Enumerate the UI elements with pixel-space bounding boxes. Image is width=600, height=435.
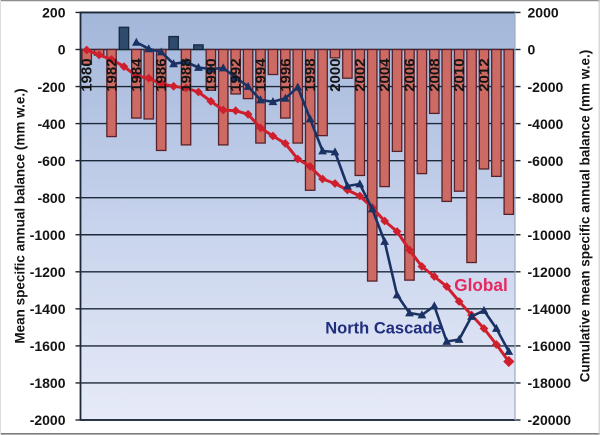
svg-text:1994: 1994 (253, 58, 270, 92)
svg-text:1982: 1982 (104, 58, 121, 91)
svg-text:0: 0 (58, 42, 66, 58)
svg-text:-6000: -6000 (528, 153, 564, 169)
svg-text:-18000: -18000 (528, 375, 572, 391)
svg-text:-1400: -1400 (30, 301, 66, 317)
svg-text:-2000: -2000 (528, 79, 564, 95)
svg-text:-200: -200 (37, 79, 65, 95)
svg-text:-400: -400 (37, 116, 65, 132)
svg-text:1984: 1984 (128, 58, 145, 92)
svg-text:-2000: -2000 (30, 412, 66, 428)
svg-text:-1800: -1800 (30, 375, 66, 391)
svg-text:2000: 2000 (528, 5, 559, 21)
svg-text:Cumulative mean specific annua: Cumulative mean specific annual balance … (578, 50, 593, 383)
svg-text:2000: 2000 (327, 58, 344, 91)
svg-text:-1000: -1000 (30, 227, 66, 243)
svg-text:200: 200 (42, 5, 66, 21)
svg-text:1998: 1998 (302, 58, 319, 91)
svg-text:2002: 2002 (352, 58, 369, 91)
svg-text:-4000: -4000 (528, 116, 564, 132)
svg-text:2008: 2008 (426, 58, 443, 91)
svg-text:Mean specific annual balance (: Mean specific annual balance (mm w.e.) (13, 88, 28, 343)
svg-text:1990: 1990 (203, 58, 220, 91)
svg-text:-1600: -1600 (30, 338, 66, 354)
svg-text:-14000: -14000 (528, 301, 572, 317)
svg-text:-8000: -8000 (528, 190, 564, 206)
svg-text:-800: -800 (37, 190, 65, 206)
svg-text:2004: 2004 (377, 58, 394, 92)
svg-text:1992: 1992 (228, 58, 245, 91)
svg-text:-20000: -20000 (528, 412, 572, 428)
svg-text:-10000: -10000 (528, 227, 572, 243)
svg-text:-16000: -16000 (528, 338, 572, 354)
svg-text:1986: 1986 (153, 58, 170, 91)
svg-text:2006: 2006 (401, 58, 418, 91)
svg-text:1980: 1980 (79, 58, 96, 91)
svg-text:2010: 2010 (451, 58, 468, 91)
svg-text:-12000: -12000 (528, 264, 572, 280)
svg-text:-600: -600 (37, 153, 65, 169)
svg-text:1996: 1996 (277, 58, 294, 91)
svg-text:2012: 2012 (476, 58, 493, 91)
svg-text:0: 0 (528, 42, 536, 58)
svg-text:North Cascade: North Cascade (325, 320, 441, 338)
svg-text:-1200: -1200 (30, 264, 66, 280)
svg-text:1988: 1988 (178, 58, 195, 91)
svg-text:Global: Global (454, 275, 507, 295)
